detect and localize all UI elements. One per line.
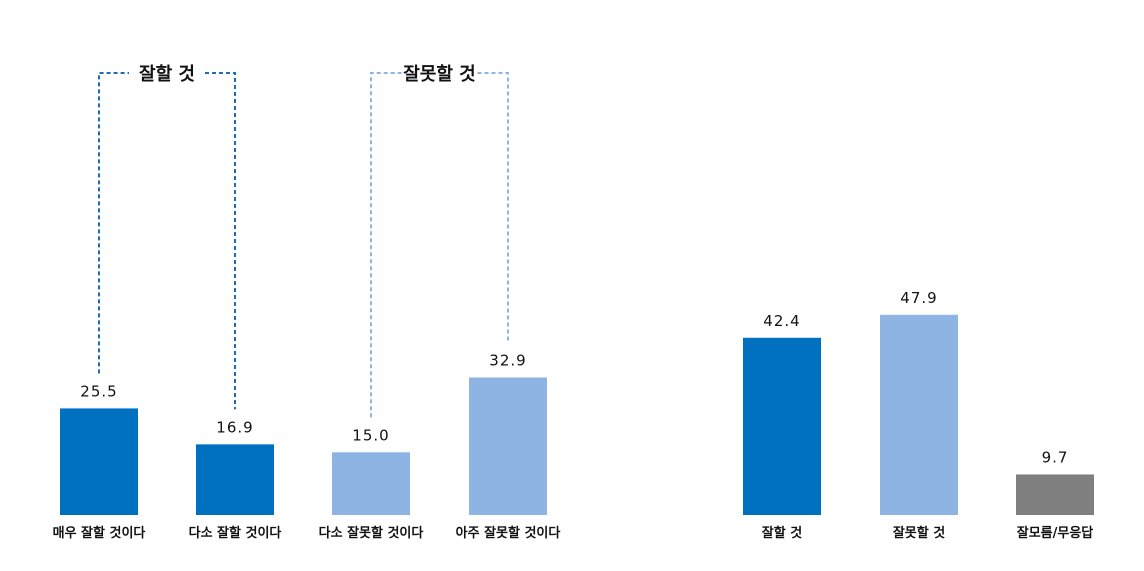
value-label-2-3: 9.7 (1042, 448, 1069, 466)
bar-2-1 (743, 337, 821, 515)
bar-1-2 (196, 444, 274, 515)
value-label-2-2: 47.9 (900, 289, 937, 307)
bar-1-3 (332, 452, 410, 515)
category-label-1-3: 다소 잘못할 것이다 (319, 525, 424, 541)
group-bracket-2 (370, 72, 509, 418)
value-label-2-1: 42.4 (763, 312, 800, 330)
bar-1-1 (60, 408, 138, 515)
category-label-1-1: 매우 잘할 것이다 (53, 525, 146, 541)
category-label-2-3: 잘모름/무응답 (1017, 526, 1094, 541)
value-label-1-1: 25.5 (80, 382, 117, 400)
value-label-1-2: 16.9 (216, 418, 253, 436)
category-label-2-2: 잘못할 것 (893, 525, 945, 541)
group-label-2: 잘못할 것 (403, 63, 476, 85)
bar-2-2 (880, 314, 958, 515)
category-label-1-4: 아주 잘못할 것이다 (456, 525, 561, 541)
bar-2-3 (1016, 474, 1094, 515)
group-bracket-1 (98, 72, 236, 410)
group-label-1: 잘할 것 (139, 63, 195, 85)
bar-1-4 (469, 377, 547, 515)
value-label-1-3: 15.0 (352, 426, 389, 444)
value-label-1-4: 32.9 (489, 351, 526, 369)
category-label-1-2: 다소 잘할 것이다 (189, 525, 282, 541)
category-label-2-1: 잘할 것 (762, 525, 802, 541)
